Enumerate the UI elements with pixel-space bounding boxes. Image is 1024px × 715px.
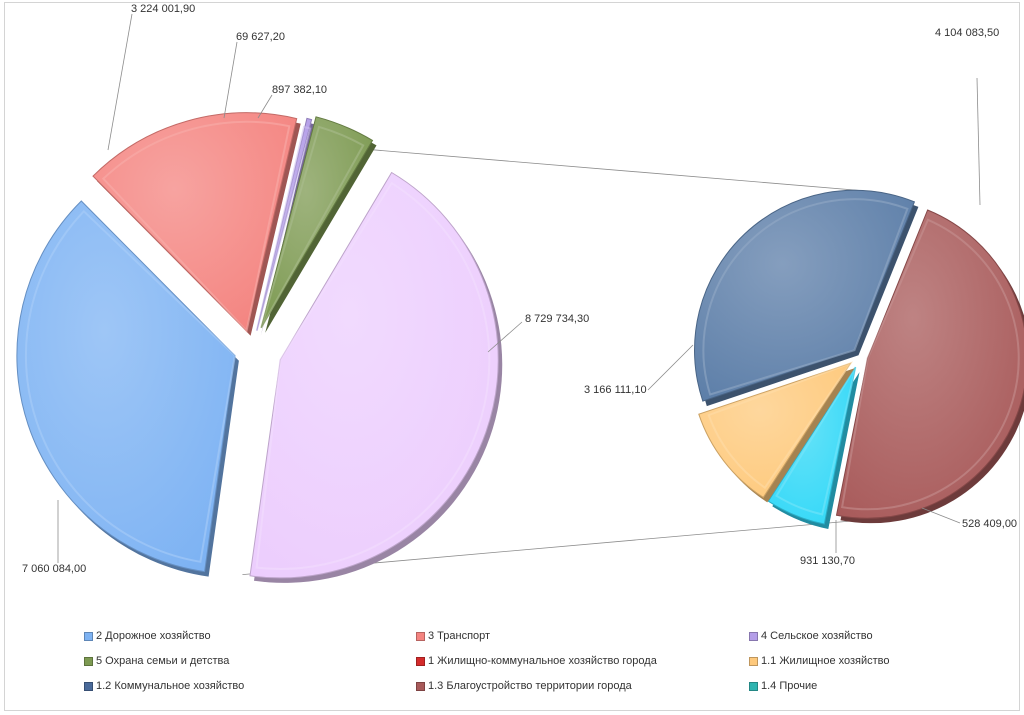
secondary-pie <box>694 189 1024 529</box>
legend-swatch <box>84 631 93 641</box>
legend-swatch <box>416 631 425 641</box>
main-leader-5 <box>487 321 523 353</box>
label-leader-lines <box>57 13 981 563</box>
main-leader-2 <box>107 13 133 151</box>
main-label-1-жилищно-коммунальное-хозяйство-города: 8 729 734,30 <box>525 313 589 325</box>
main-leader-3 <box>223 41 238 119</box>
sec-leader-2 <box>921 507 961 524</box>
sec-slice-3 <box>698 361 855 503</box>
legend-label: 3 Транспорт <box>428 630 491 642</box>
legend-item: 1.3 Благоустройство территории города <box>416 680 632 692</box>
sec-label-1-4-прочие: 528 409,00 <box>962 518 1017 530</box>
sec-slice-4 <box>694 189 919 407</box>
legend-item: 5 Охрана семьи и детства <box>84 655 229 667</box>
legend-swatch <box>84 656 93 666</box>
legend-swatch <box>749 631 758 641</box>
legend-label: 1.4 Прочие <box>761 680 818 692</box>
sec-slice-1 <box>835 209 1024 524</box>
main-slice-5 <box>249 171 503 583</box>
main-label-5-охрана-семьи-и-детства: 897 382,10 <box>272 84 327 96</box>
main-slice-4 <box>260 116 377 333</box>
legend-swatch <box>416 681 425 691</box>
legend-item: 1.4 Прочие <box>749 680 817 692</box>
legend-swatch <box>84 681 93 691</box>
legend-item: 3 Транспорт <box>416 630 490 642</box>
legend-label: 1 Жилищно-коммунальное хозяйство города <box>428 655 657 667</box>
data-labels: 7 060 084,00 3 224 001,90 69 627,20 897 382… <box>22 3 1017 575</box>
legend-label: 1.1 Жилищное хозяйство <box>761 655 890 667</box>
sec-leader-4 <box>647 344 694 391</box>
sec-label-1-3-благоустройство-территории-города: 4 104 083,50 <box>935 27 999 39</box>
legend-item: 1.1 Жилищное хозяйство <box>749 655 890 667</box>
main-label-3-транспорт: 3 224 001,90 <box>131 3 195 15</box>
legend-item: 4 Сельское хозяйство <box>749 630 873 642</box>
main-pie <box>16 112 503 583</box>
legend-swatch <box>749 656 758 666</box>
legend-label: 5 Охрана семьи и детства <box>96 655 230 667</box>
legend-item: 1 Жилищно-коммунальное хозяйство города <box>416 655 657 667</box>
legend-item: 1.2 Коммунальное хозяйство <box>84 680 244 692</box>
legend-item: 2 Дорожное хозяйство <box>84 630 211 642</box>
legend-swatch <box>749 681 758 691</box>
legend-label: 2 Дорожное хозяйство <box>96 630 211 642</box>
legend: 2 Дорожное хозяйство 3 Транспорт 4 Сельско… <box>0 625 1024 705</box>
main-leader-4 <box>257 94 273 119</box>
sec-label-1-1-жилищное-хозяйство: 931 130,70 <box>800 555 855 567</box>
main-label-4-сельское-хозяйство: 69 627,20 <box>236 31 285 43</box>
legend-label: 1.2 Коммунальное хозяйство <box>96 680 245 692</box>
legend-label: 1.3 Благоустройство территории города <box>428 680 632 692</box>
sec-leader-1 <box>976 77 981 206</box>
main-slice-2 <box>92 112 301 336</box>
main-slice-1 <box>16 200 239 577</box>
sec-slice-2 <box>767 366 860 529</box>
legend-label: 4 Сельское хозяйство <box>761 630 873 642</box>
legend-swatch <box>416 656 425 666</box>
sec-label-1-2-коммунальное-хозяйство: 3 166 111,10 <box>584 384 647 396</box>
connector-line-top <box>318 144 879 193</box>
main-label-2-дорожное-хозяйство: 7 060 084,00 <box>22 563 86 575</box>
